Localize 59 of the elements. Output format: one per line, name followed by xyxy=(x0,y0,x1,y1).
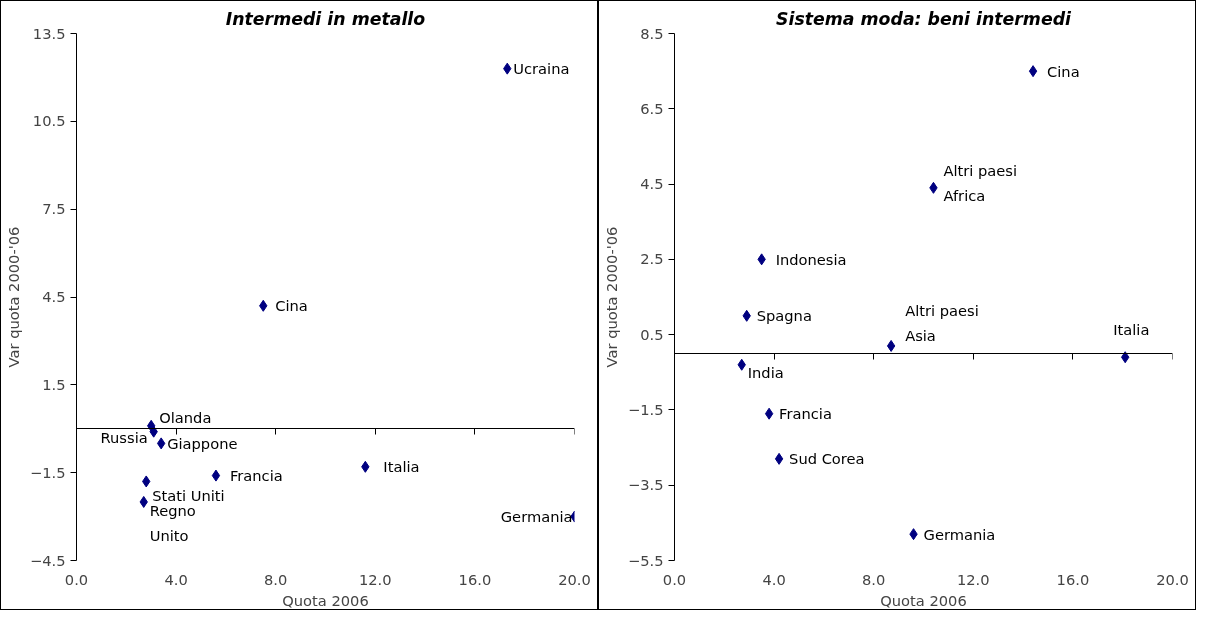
annotation: Italia xyxy=(1113,320,1150,338)
annotation: Spagna xyxy=(756,307,812,325)
x-axis-title: Quota 2006 xyxy=(282,591,369,609)
y-tick-label: 7.5 xyxy=(42,200,66,218)
x-tick-label: 20.0 xyxy=(1156,570,1189,588)
y-tick-label: 2.5 xyxy=(640,250,664,268)
y-tick-label: 0.5 xyxy=(640,325,664,343)
x-tick-label: 16.0 xyxy=(458,570,492,588)
y-tick-label: 1.5 xyxy=(42,375,66,393)
x-tick-label: 4.0 xyxy=(164,570,188,588)
annotation: Sud Corea xyxy=(789,450,865,468)
point xyxy=(886,339,896,352)
annotation: Germania xyxy=(500,508,573,526)
annotation: Italia xyxy=(383,458,420,476)
x-tick-label: 12.0 xyxy=(358,570,392,588)
annotation: Regno Unito xyxy=(149,501,196,545)
point xyxy=(764,407,774,420)
annotation: Germania xyxy=(923,525,996,543)
x-tick-label: 8.0 xyxy=(264,570,288,588)
annotation: Francia xyxy=(779,405,832,423)
annotation: Olanda xyxy=(159,409,212,427)
x-tick-label: 0.0 xyxy=(662,570,687,588)
annotation: Altri paesi Asia xyxy=(905,301,979,345)
point xyxy=(1028,65,1038,78)
x-tick-label: 20.0 xyxy=(558,570,591,588)
y-tick-label: 13.5 xyxy=(32,24,66,42)
annotation: Giappone xyxy=(167,434,238,452)
x-tick-label: 0.0 xyxy=(64,570,89,588)
chart-title: Sistema moda: beni intermedi xyxy=(775,8,1073,29)
annotation: Cina xyxy=(1047,62,1080,80)
point xyxy=(211,469,221,482)
x-tick-label: 8.0 xyxy=(862,570,886,588)
y-tick-label: 6.5 xyxy=(640,99,664,117)
y-tick-label: −1.5 xyxy=(627,400,664,418)
chart-title: Intermedi in metallo xyxy=(225,8,426,29)
annotation: Ucraina xyxy=(513,60,570,78)
x-tick-label: 4.0 xyxy=(762,570,786,588)
annotation: Indonesia xyxy=(775,250,847,268)
y-tick-label: −5.5 xyxy=(627,551,664,569)
y-tick-label: 8.5 xyxy=(640,24,664,42)
x-axis-title: Quota 2006 xyxy=(880,591,967,609)
y-tick-label: 4.5 xyxy=(640,175,664,193)
annotation: India xyxy=(747,364,784,382)
y-axis-title: Var quota 2000-'06 xyxy=(4,226,22,368)
annotation: Altri paesi Africa xyxy=(943,161,1018,205)
y-axis-title: Var quota 2000-'06 xyxy=(602,226,620,368)
annotation: Stati Uniti xyxy=(152,486,225,504)
y-tick-label: 10.5 xyxy=(32,112,66,130)
x-tick-label: 12.0 xyxy=(956,570,990,588)
point xyxy=(774,452,784,465)
annotation: Russia xyxy=(100,429,148,447)
x-tick-label: 16.0 xyxy=(1056,570,1090,588)
y-tick-label: −4.5 xyxy=(29,551,66,569)
point xyxy=(156,437,166,450)
y-tick-label: −1.5 xyxy=(29,463,66,481)
y-tick-label: 4.5 xyxy=(42,288,66,305)
annotation: Francia xyxy=(229,467,283,485)
y-tick-label: −3.5 xyxy=(627,476,664,494)
annotation: Cina xyxy=(275,297,308,315)
